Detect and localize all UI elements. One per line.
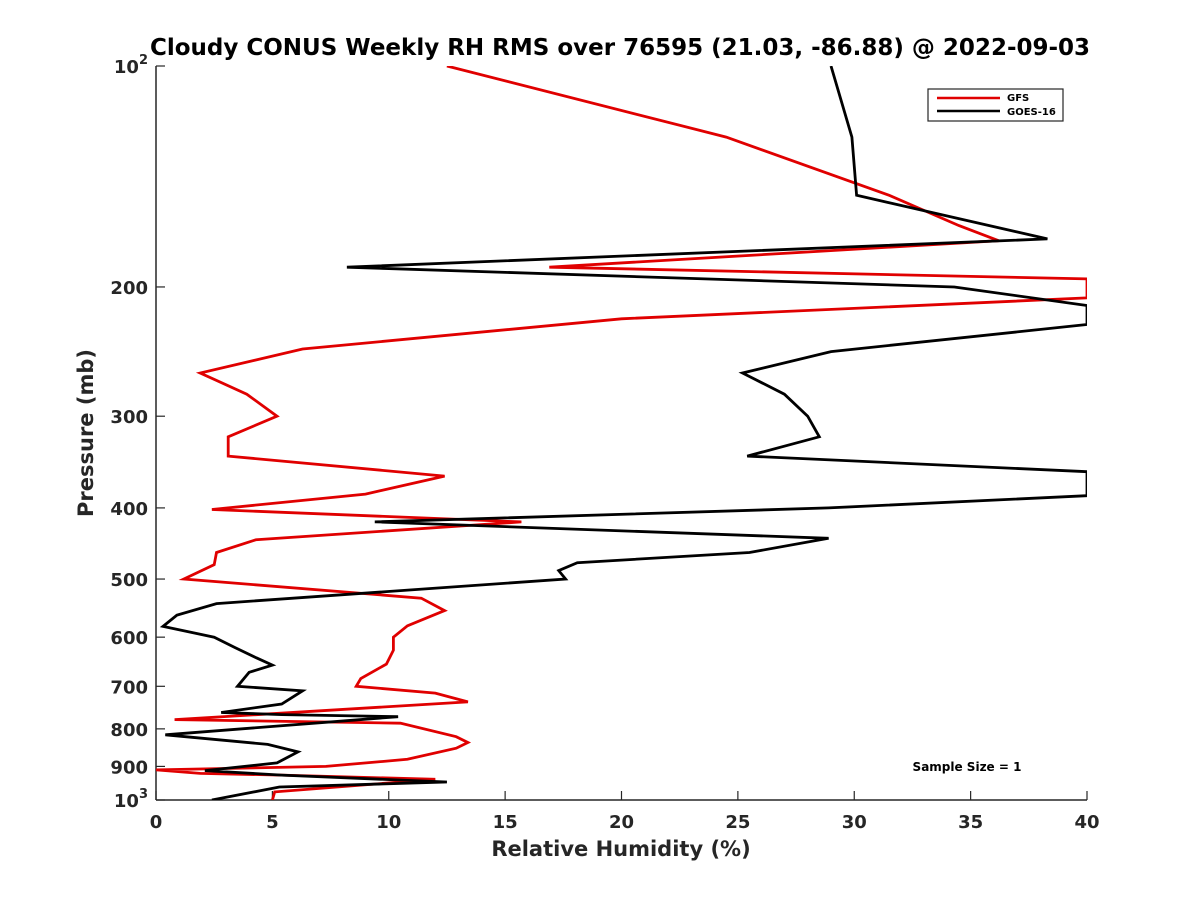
y-tick-label: 400 [110,499,148,520]
chart-title: Cloudy CONUS Weekly RH RMS over 76595 (2… [150,35,1090,61]
y-tick-value: 500 [110,570,148,591]
legend: GFS GOES-16 [927,88,1064,122]
y-tick-exponent: 3 [139,787,148,802]
y-tick-value: 900 [110,757,148,778]
series-line-gfs [156,66,1087,800]
y-tick-value: 800 [110,720,148,741]
y-tick-value: 700 [110,677,148,698]
y-tick-label: 900 [110,757,148,778]
y-axis-label: Pressure (mb) [74,349,98,517]
x-tick-label: 15 [493,812,518,833]
y-tick-label: 300 [110,407,148,428]
x-tick-label: 10 [376,812,401,833]
legend-label-goes16: GOES-16 [1007,107,1056,118]
legend-label-gfs: GFS [1007,93,1029,104]
y-tick-exponent: 2 [139,53,148,68]
x-tick-label: 0 [150,812,163,833]
y-tick-label: 102 [114,53,148,78]
y-tick-label: 800 [110,720,148,741]
x-axis-label: Relative Humidity (%) [491,837,750,861]
y-tick-value: 400 [110,499,148,520]
y-tick-label: 600 [110,628,148,649]
y-tick-label: 200 [110,278,148,299]
y-tick-value: 200 [110,278,148,299]
y-tick-value: 600 [110,628,148,649]
x-tick-label: 20 [609,812,634,833]
y-tick-label: 700 [110,677,148,698]
y-tick-label: 500 [110,570,148,591]
x-tick-label: 35 [958,812,983,833]
x-tick-label: 30 [842,812,867,833]
y-tick-base: 10 [114,57,139,78]
legend-box [927,88,1064,122]
sample-size-annotation: Sample Size = 1 [913,760,1022,774]
x-tick-label: 5 [266,812,279,833]
series-line-goes16 [159,66,1087,800]
series-layer [156,66,1087,800]
x-tick-label: 25 [725,812,750,833]
y-tick-base: 10 [114,791,139,812]
x-axis-ticks: 0 5 10 15 20 25 30 35 40 [150,791,1100,833]
x-tick-label: 40 [1074,812,1099,833]
y-tick-label: 103 [114,787,148,812]
y-tick-value: 300 [110,407,148,428]
